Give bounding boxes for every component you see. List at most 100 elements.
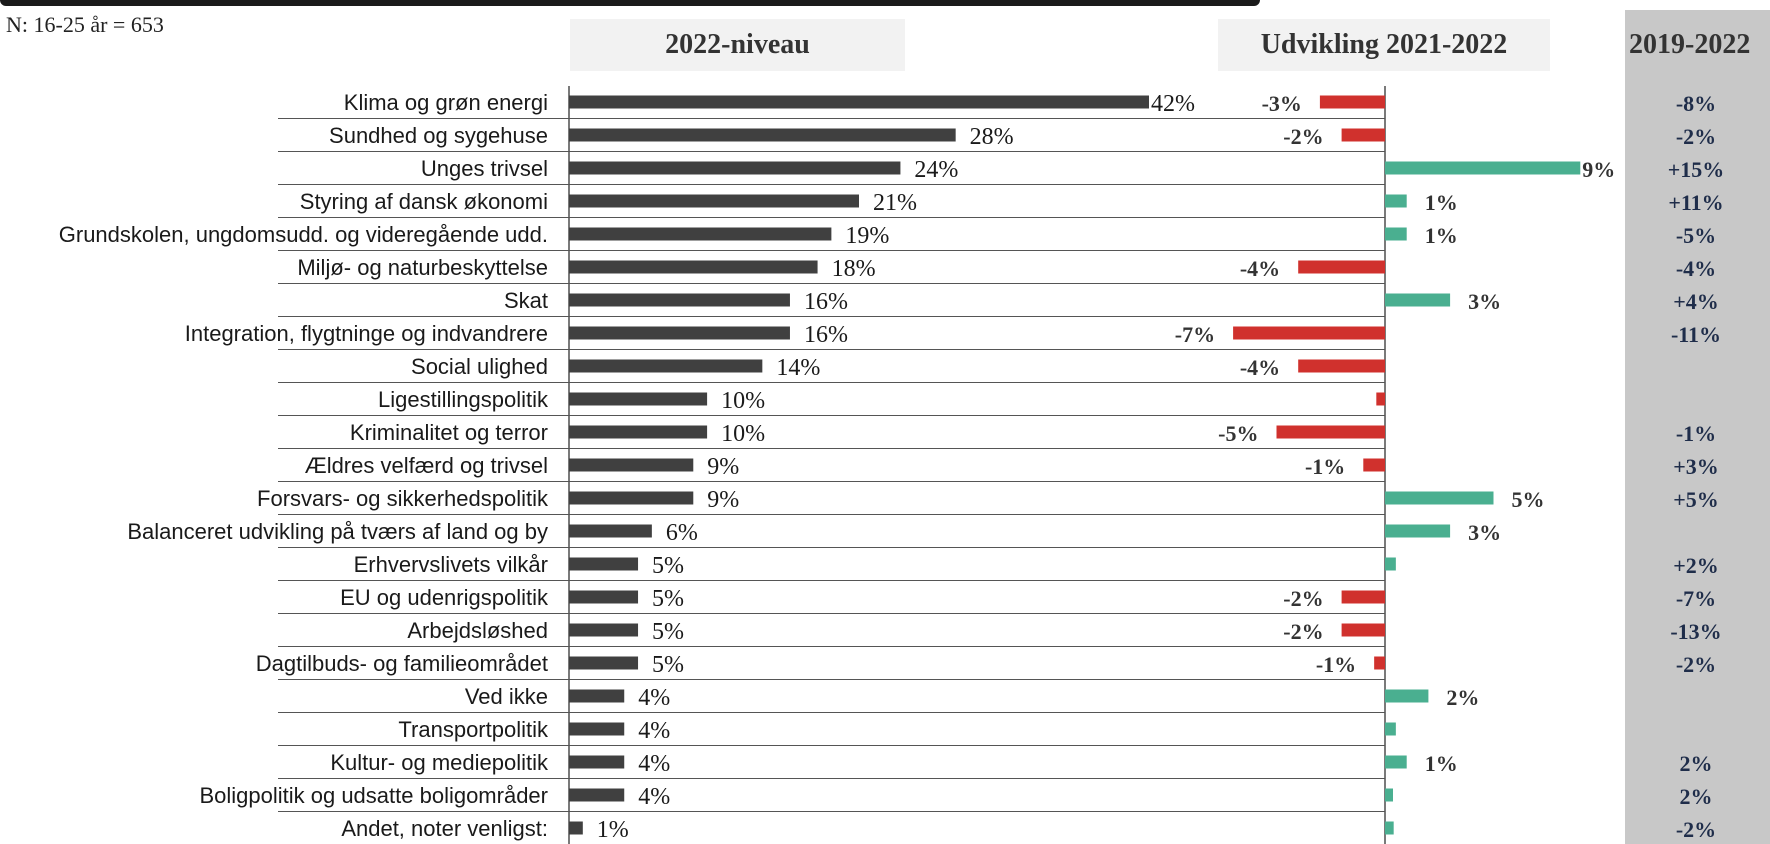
category-label: Dagtilbuds- og familieområdet — [256, 651, 548, 676]
longterm-value-label: -11% — [1671, 322, 1721, 347]
change-bar-positive — [1385, 755, 1407, 769]
level-value-label: 21% — [873, 190, 917, 216]
change-bar-negative — [1374, 656, 1385, 670]
longterm-value-label: +15% — [1668, 157, 1725, 182]
category-label: Ligestillingspolitik — [378, 387, 549, 412]
category-label: Sundhed og sygehuse — [329, 123, 548, 148]
level-bar — [569, 557, 639, 571]
change-value-label: -4% — [1240, 355, 1280, 380]
change-bar-positive — [1385, 722, 1396, 736]
level-bar — [569, 755, 625, 769]
change-bar-negative — [1341, 128, 1385, 142]
longterm-value-label: -2% — [1676, 817, 1716, 842]
longterm-value-label: -4% — [1676, 256, 1716, 281]
change-bar-negative — [1298, 260, 1385, 274]
level-value-label: 4% — [638, 718, 670, 744]
change-value-label: 2% — [1446, 685, 1479, 710]
title-bar-stub — [0, 0, 1260, 6]
change-bar-negative — [1298, 359, 1385, 373]
level-bar — [569, 392, 708, 406]
level-bar — [569, 590, 639, 604]
level-bar — [569, 95, 1149, 109]
level-value-label: 24% — [914, 157, 958, 183]
category-label: Ved ikke — [465, 684, 548, 709]
longterm-value-label: +11% — [1668, 190, 1723, 215]
level-bar — [569, 821, 583, 835]
change-value-label: -2% — [1283, 586, 1323, 611]
level-bar — [569, 359, 763, 373]
change-value-label: 1% — [1425, 190, 1458, 215]
longterm-value-label: +2% — [1673, 553, 1719, 578]
category-label: Styring af dansk økonomi — [300, 189, 548, 214]
category-label: Andet, noter venligst: — [341, 816, 548, 841]
level-bar — [569, 722, 625, 736]
longterm-panel — [1625, 10, 1770, 844]
category-label: Boligpolitik og udsatte boligområder — [199, 783, 548, 808]
level-value-label: 4% — [638, 751, 670, 777]
level-value-label: 5% — [652, 652, 684, 678]
level-value-label: 10% — [721, 421, 765, 447]
category-label: Miljø- og naturbeskyttelse — [297, 255, 548, 280]
change-bar-positive — [1385, 788, 1393, 802]
category-label: Forsvars- og sikkerhedspolitik — [257, 486, 549, 511]
change-bar-positive — [1385, 491, 1494, 505]
level-value-label: 5% — [652, 586, 684, 612]
category-label: Kultur- og mediepolitik — [330, 750, 549, 775]
longterm-value-label: -7% — [1676, 586, 1716, 611]
longterm-value-label: -8% — [1676, 91, 1716, 116]
category-label: Kriminalitet og terror — [350, 420, 548, 445]
category-label: Social ulighed — [411, 354, 548, 379]
category-label: Transportpolitik — [398, 717, 549, 742]
change-bar-positive — [1385, 227, 1407, 241]
change-bar-positive — [1385, 821, 1394, 835]
level-value-label: 5% — [652, 619, 684, 645]
level-bar — [569, 161, 901, 175]
longterm-value-label: +3% — [1673, 454, 1719, 479]
level-bar — [569, 689, 625, 703]
change-value-label: -4% — [1240, 256, 1280, 281]
level-value-label: 28% — [970, 124, 1014, 150]
level-bar — [569, 425, 708, 439]
category-label: Erhvervslivets vilkår — [354, 552, 548, 577]
level-value-label: 4% — [638, 784, 670, 810]
level-value-label: 1% — [597, 817, 629, 843]
level-value-label: 16% — [804, 289, 848, 315]
level-bar — [569, 227, 832, 241]
change-bar-negative — [1319, 95, 1385, 109]
level-value-label: 16% — [804, 322, 848, 348]
category-label: Balanceret udvikling på tværs af land og… — [127, 519, 548, 544]
level-bar — [569, 491, 694, 505]
change-value-label: 9% — [1582, 157, 1615, 182]
category-label: Unges trivsel — [421, 156, 548, 181]
change-value-label: -1% — [1305, 454, 1345, 479]
header-change-2021-2022: Udvikling 2021-2022 — [1218, 19, 1550, 71]
level-value-label: 10% — [721, 388, 765, 414]
change-bar-negative — [1276, 425, 1385, 439]
level-bar — [569, 293, 790, 307]
level-value-label: 9% — [707, 454, 739, 480]
change-value-label: -5% — [1218, 421, 1258, 446]
level-bar — [569, 524, 652, 538]
level-value-label: 14% — [776, 355, 820, 381]
change-bar-negative — [1341, 623, 1385, 637]
category-label: Integration, flygtninge og indvandrere — [185, 321, 548, 346]
change-bar-positive — [1385, 194, 1407, 208]
level-bar — [569, 326, 790, 340]
level-value-label: 9% — [707, 487, 739, 513]
longterm-value-label: -2% — [1676, 652, 1716, 677]
longterm-value-label: -2% — [1676, 124, 1716, 149]
category-label: Ældres velfærd og trivsel — [305, 453, 548, 478]
longterm-value-label: -5% — [1676, 223, 1716, 248]
level-value-label: 18% — [832, 256, 876, 282]
change-value-label: 5% — [1512, 487, 1545, 512]
level-bar — [569, 788, 625, 802]
change-bar-positive — [1385, 689, 1429, 703]
change-value-label: -3% — [1262, 91, 1302, 116]
level-bar — [569, 128, 956, 142]
change-value-label: 1% — [1425, 751, 1458, 776]
change-bar-negative — [1376, 392, 1385, 406]
level-value-label: 6% — [666, 520, 698, 546]
level-bar — [569, 656, 639, 670]
level-bar — [569, 458, 694, 472]
